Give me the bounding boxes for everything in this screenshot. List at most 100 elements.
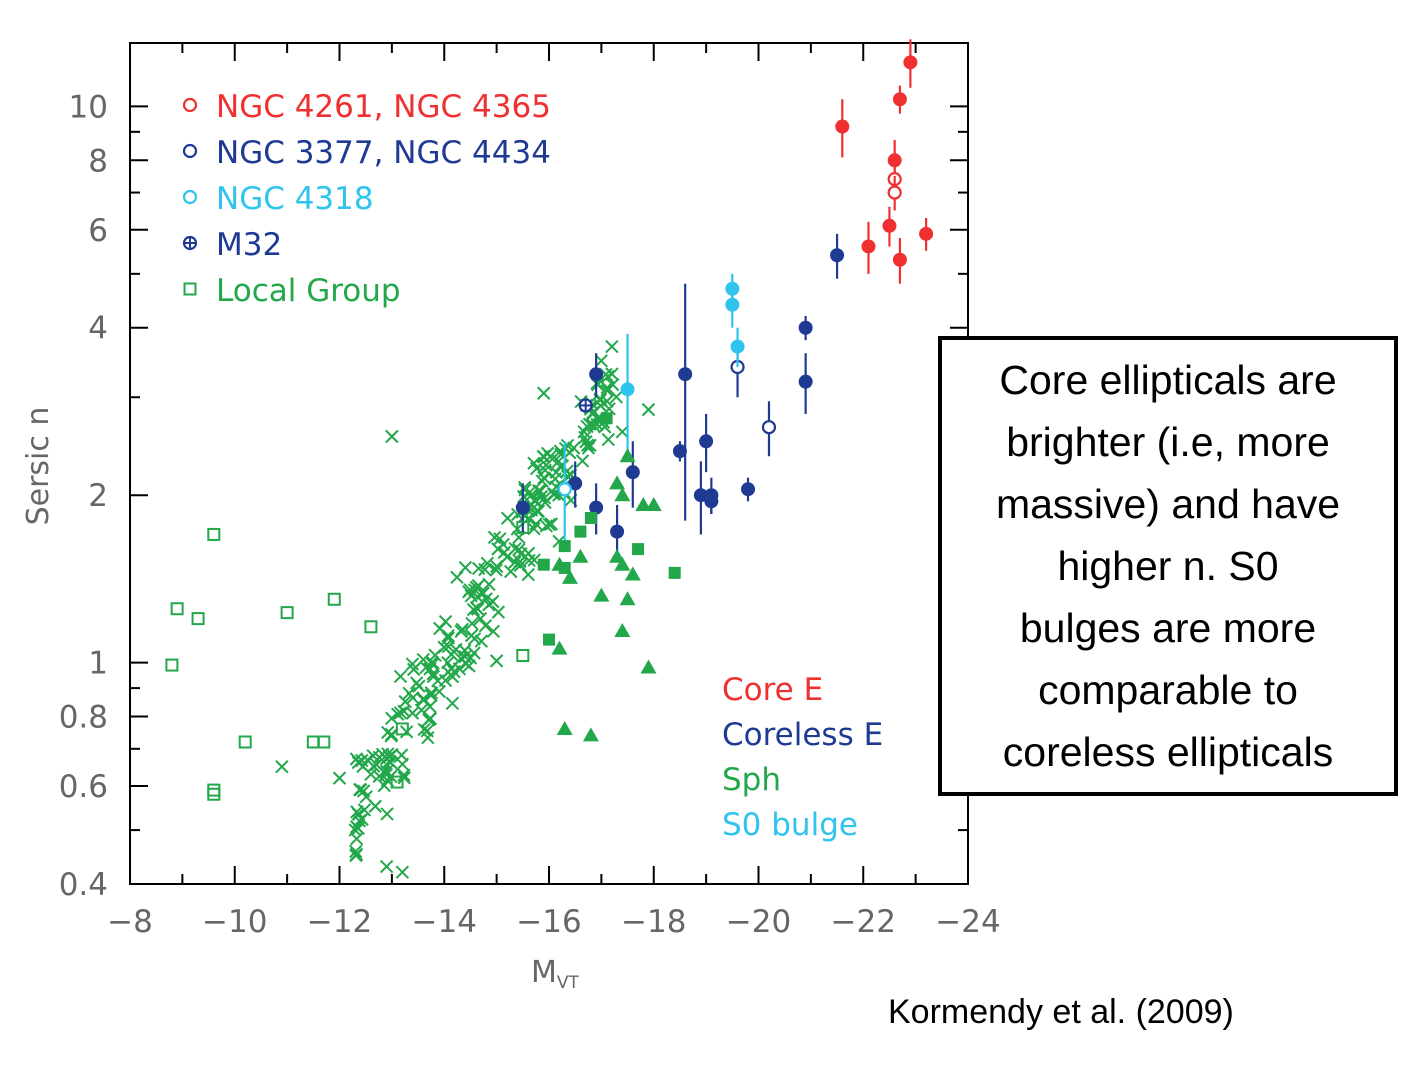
point-marker <box>275 760 289 774</box>
point-marker <box>518 509 532 523</box>
y-tick-label: 1 <box>88 646 108 682</box>
point-marker <box>349 844 363 859</box>
point-marker <box>356 759 370 774</box>
point-marker <box>581 441 596 455</box>
point-marker <box>441 628 455 643</box>
point-marker <box>919 226 934 241</box>
point-marker <box>560 438 575 453</box>
legend-label: M32 <box>216 227 282 263</box>
point-marker <box>513 558 528 573</box>
point-marker <box>523 485 537 499</box>
point-marker <box>614 487 631 502</box>
point-marker <box>593 587 610 602</box>
point-marker <box>353 782 367 797</box>
point-marker <box>761 420 777 435</box>
point-marker <box>317 735 331 749</box>
point-marker <box>366 759 381 773</box>
point-marker <box>395 757 410 771</box>
point-marker <box>601 369 615 384</box>
point-marker <box>528 493 542 507</box>
annotation-line: higher n. S0 <box>1057 543 1279 589</box>
point-marker <box>478 562 492 577</box>
point-marker <box>600 412 613 425</box>
series-s0-bulge <box>557 441 572 550</box>
point-marker <box>381 725 395 740</box>
point-marker <box>624 566 641 581</box>
point-marker <box>360 753 375 767</box>
point-marker <box>454 624 468 639</box>
point-marker <box>567 441 581 455</box>
point-marker <box>437 640 451 654</box>
class-legend-label: Coreless E <box>722 717 883 753</box>
point-marker <box>600 384 614 398</box>
point-marker <box>500 511 515 525</box>
point-marker <box>538 463 552 477</box>
point-marker <box>641 402 656 417</box>
point-marker <box>830 248 845 263</box>
point-marker <box>490 559 504 574</box>
x-tick-label: −24 <box>935 904 1000 940</box>
point-marker <box>359 790 373 804</box>
y-tick-label: 0.8 <box>59 700 108 736</box>
series-core-e <box>835 39 934 284</box>
point-marker <box>384 727 399 742</box>
point-marker <box>368 799 382 813</box>
point-marker <box>478 618 493 633</box>
point-marker <box>364 767 378 781</box>
point-marker <box>508 555 522 569</box>
point-marker <box>165 658 179 672</box>
point-marker <box>887 185 902 200</box>
point-marker <box>465 616 479 631</box>
class-legend-label: Sph <box>722 762 781 798</box>
point-marker <box>390 775 404 789</box>
point-marker <box>551 454 566 468</box>
point-marker <box>619 448 636 463</box>
point-marker <box>364 620 378 634</box>
point-marker <box>561 569 578 584</box>
legend-label: NGC 3377, NGC 4434 <box>216 135 551 171</box>
annotation-line: Core ellipticals are <box>999 357 1337 403</box>
point-marker <box>182 189 198 205</box>
point-marker <box>614 556 631 571</box>
point-marker <box>543 633 555 646</box>
citation: Kormendy et al. (2009) <box>888 993 1234 1031</box>
point-marker <box>835 119 850 134</box>
point-marker <box>615 425 630 439</box>
point-marker <box>399 725 414 739</box>
point-marker <box>730 339 745 354</box>
point-marker <box>568 476 583 491</box>
point-marker <box>469 580 484 595</box>
point-marker <box>327 592 341 606</box>
point-marker <box>444 661 459 676</box>
point-marker <box>379 859 394 874</box>
point-marker <box>537 558 550 571</box>
point-marker <box>741 482 756 497</box>
annotation-line: massive) and have <box>995 481 1341 527</box>
point-marker <box>600 394 614 408</box>
point-marker <box>512 542 526 557</box>
point-marker <box>444 647 459 662</box>
x-tick-label: −20 <box>726 904 791 940</box>
point-marker <box>417 722 431 737</box>
point-marker <box>357 803 372 817</box>
point-marker <box>645 497 662 512</box>
point-marker <box>381 747 395 761</box>
point-marker <box>366 749 380 763</box>
point-marker <box>610 524 625 539</box>
point-marker <box>350 805 364 819</box>
point-marker <box>589 367 604 382</box>
point-marker <box>635 497 652 512</box>
point-marker <box>605 339 619 354</box>
point-marker <box>438 614 453 629</box>
point-marker <box>441 631 456 645</box>
point-marker <box>556 720 573 735</box>
point-marker <box>458 650 472 664</box>
point-marker <box>441 656 455 670</box>
point-marker <box>518 483 532 497</box>
x-axis-label-sub: VT <box>557 973 580 993</box>
point-marker <box>537 386 551 400</box>
point-marker <box>348 823 362 837</box>
x-tick-label: −12 <box>307 904 372 940</box>
point-marker <box>395 722 409 736</box>
point-marker <box>356 784 371 798</box>
